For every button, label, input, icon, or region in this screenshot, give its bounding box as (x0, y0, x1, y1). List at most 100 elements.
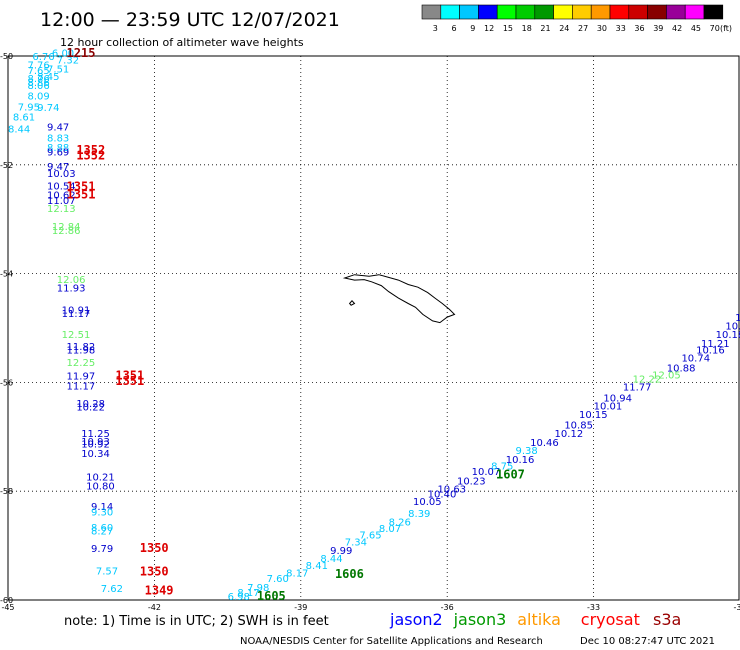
legend-swatch-label: 21 (540, 24, 550, 33)
wave-height-value: 10.34 (81, 449, 110, 460)
wave-height-value: 8.39 (408, 509, 430, 520)
wave-height-value: 7.32 (57, 56, 79, 67)
legend-swatch-label: 30 (597, 24, 607, 33)
wave-height-value: 10.03 (47, 169, 76, 180)
footer-timestamp: Dec 10 08:27:47 UTC 2021 (580, 636, 715, 647)
wave-height-value: 10.74 (681, 354, 710, 365)
lon-tick-label: -42 (148, 603, 161, 612)
wave-height-value: 12.25 (67, 358, 96, 369)
wave-height-value: 11.82 (67, 342, 96, 353)
wave-height-value: 7.51 (47, 64, 69, 75)
legend-swatch-label: 15 (503, 24, 513, 33)
wave-height-value: 10.08 (735, 313, 740, 324)
wave-height-value: 8.86 (28, 78, 50, 89)
wave-height-value: 7.62 (101, 584, 123, 595)
wave-height-value: 9.47 (47, 162, 69, 173)
wave-height-value: 12.22 (633, 374, 662, 385)
wave-height-value: 7.65 (359, 531, 381, 542)
legend-swatch (478, 4, 498, 20)
wave-height-value: 8.60 (91, 523, 113, 534)
wave-height-value: 8.44 (8, 125, 30, 136)
legend-swatch-label: 36 (634, 24, 644, 33)
wave-height-value: 10.85 (564, 421, 593, 432)
wave-height-value: 10.09 (725, 322, 740, 333)
satellite-name: s3a (653, 610, 681, 629)
wave-height-value: 10.23 (457, 477, 486, 488)
legend-swatch-label: 33 (616, 24, 626, 33)
wave-height-value: 11.98 (67, 346, 96, 357)
wave-height-value: 10.16 (506, 455, 535, 466)
legend-swatch (440, 4, 460, 20)
satellite-name: jason3 (453, 610, 507, 629)
wave-height-value: 9.99 (330, 546, 352, 557)
legend-swatch-label: 6 (452, 24, 457, 33)
wave-height-value: 7.57 (96, 566, 118, 577)
pass-time-value: 1607 (496, 468, 525, 482)
lon-tick-label: -30 (733, 603, 740, 612)
legend-swatch (666, 4, 686, 20)
wave-height-value: 6.98 (228, 592, 250, 603)
wave-height-value: 10.91 (62, 305, 91, 316)
wave-height-value: 10.94 (603, 393, 632, 404)
pass-time-value: 1350 (140, 541, 169, 555)
pass-time-value: 1351 (115, 374, 144, 388)
legend-swatch-label: 18 (522, 24, 532, 33)
wave-height-value: 6.00 (52, 49, 74, 60)
wave-height-value: 12.51 (62, 330, 91, 341)
wave-height-value: 10.05 (413, 497, 442, 508)
lat-tick-label: -50 (0, 52, 13, 61)
pass-time-value: 1351 (115, 369, 144, 383)
pass-time-value: 1349 (145, 584, 174, 598)
pass-time-value: 1351 (67, 179, 96, 193)
wave-height-value: 11.21 (701, 339, 730, 350)
wave-height-value: 11.25 (81, 429, 110, 440)
wave-height-value: 11.93 (57, 284, 86, 295)
legend-unit: (ft) (720, 24, 732, 33)
satellite-legend: jason2 jason3 altika cryosat s3a (389, 610, 681, 629)
satellite-name: jason2 (389, 610, 443, 629)
wave-height-value: 10.46 (530, 438, 559, 449)
wave-height-value: 10.54 (47, 181, 76, 192)
pass-time-value: 1215 (67, 46, 96, 60)
wave-height-value: 6.76 (32, 52, 54, 63)
legend-swatch-label: 70 (710, 24, 720, 33)
wave-height-value: 8.17 (286, 569, 308, 580)
pass-time-value: 1352 (76, 143, 105, 157)
wave-height-value: 9.30 (91, 508, 113, 519)
legend-swatch-label: 3 (433, 24, 438, 33)
legend-swatch (609, 4, 630, 20)
wave-height-value: 10.93 (81, 437, 110, 448)
wave-height-value: 8.88 (47, 143, 69, 154)
legend-swatch (553, 4, 573, 20)
legend-swatch (459, 4, 479, 20)
legend-swatch (684, 4, 705, 20)
wave-height-value: 10.12 (555, 429, 584, 440)
lat-tick-label: -54 (0, 270, 13, 279)
lon-tick-label: -36 (441, 603, 454, 612)
wave-height-value: 12.13 (47, 204, 76, 215)
island-outline (342, 274, 456, 324)
legend-swatch (628, 4, 648, 20)
wave-height-value: 7.76 (28, 61, 50, 72)
pass-time-value: 1350 (140, 565, 169, 579)
wave-height-value: 8.07 (379, 524, 401, 535)
lat-tick-label: -60 (0, 596, 13, 605)
legend-swatch (647, 4, 667, 20)
wave-height-value: 12.06 (57, 275, 86, 286)
wave-height-value: 12.86 (52, 226, 81, 237)
footer-credit: NOAA/NESDIS Center for Satellite Applica… (240, 636, 543, 647)
wave-height-value: 10.62 (47, 191, 76, 202)
wave-height-value: 11.77 (623, 383, 652, 394)
wave-height-value: 8.44 (320, 554, 342, 565)
pass-time-value: 1351 (67, 188, 96, 202)
islet-outline (348, 300, 356, 306)
wave-height-value: 10.01 (594, 402, 623, 413)
legend-swatch-label: 45 (691, 24, 701, 33)
lat-tick-label: -58 (0, 487, 13, 496)
legend-swatch-label: 27 (578, 24, 588, 33)
pass-time-value: 1606 (335, 567, 364, 581)
wave-height-value: 8.83 (47, 133, 69, 144)
lat-tick-label: -56 (0, 378, 13, 387)
legend-swatch (421, 4, 442, 20)
